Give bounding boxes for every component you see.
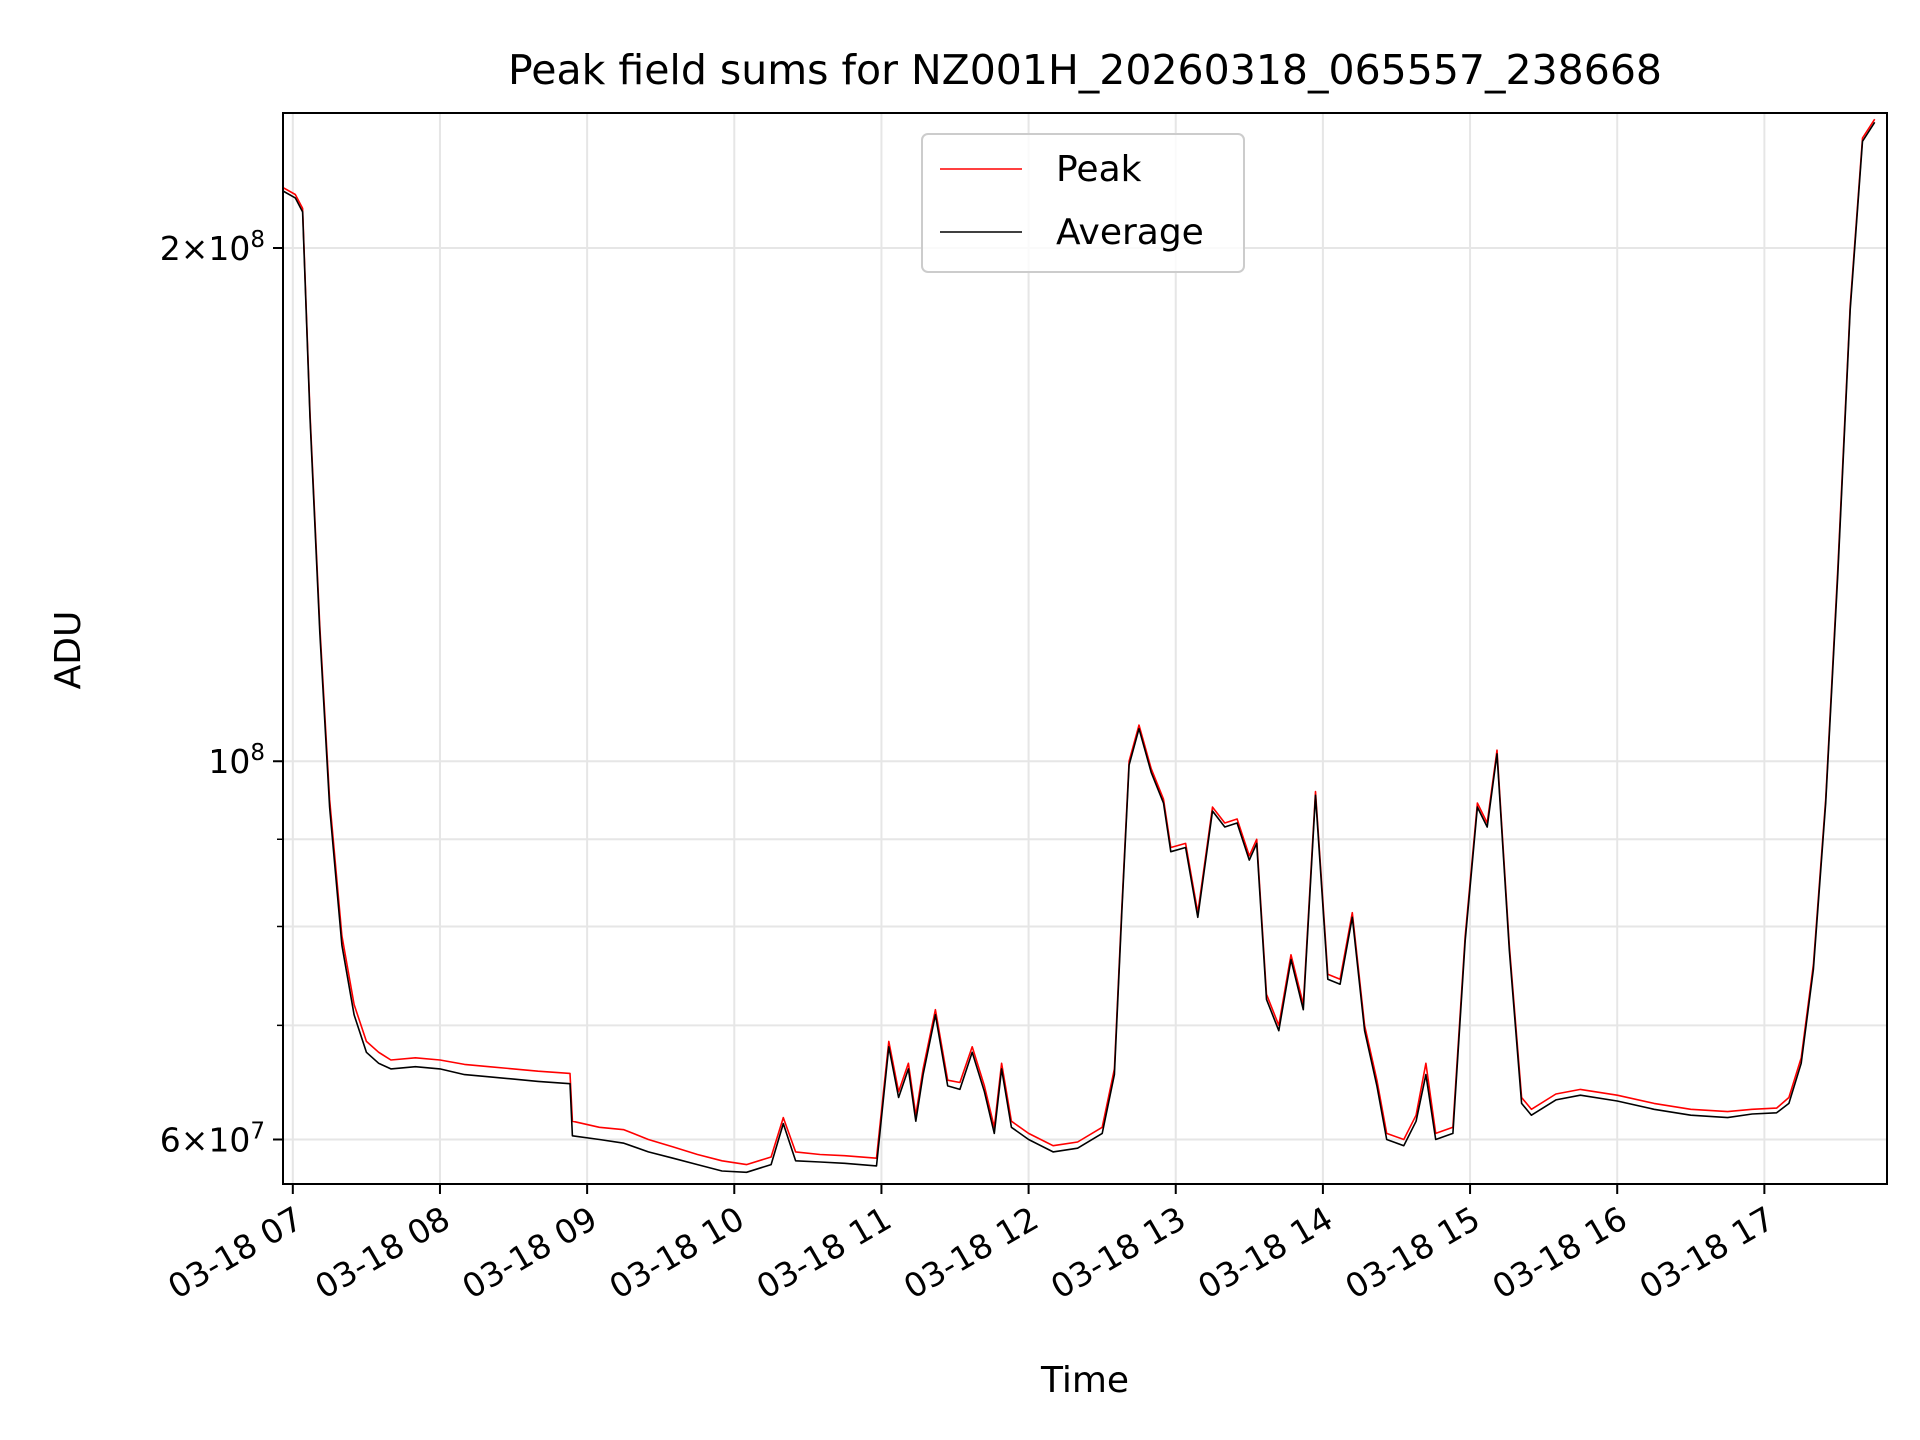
y-axis-label: ADU — [48, 611, 89, 690]
y-tick-label: 6×107 — [160, 1118, 265, 1159]
series-line-average — [282, 121, 1876, 1174]
series-layer — [282, 118, 1876, 1174]
legend-label-peak: Peak — [1056, 149, 1142, 190]
y-axis: 6×107 108 2×108 — [160, 227, 283, 1159]
chart-title: Peak field sums for NZ001H_20260318_0655… — [508, 46, 1662, 94]
y-tick-label: 2×108 — [160, 227, 265, 268]
legend-label-average: Average — [1056, 212, 1204, 253]
y-tick-label: 108 — [208, 740, 265, 781]
x-axis-label: Time — [1040, 1360, 1129, 1401]
plot-area-frame — [282, 112, 1888, 1185]
legend: Peak Average — [921, 133, 1245, 273]
